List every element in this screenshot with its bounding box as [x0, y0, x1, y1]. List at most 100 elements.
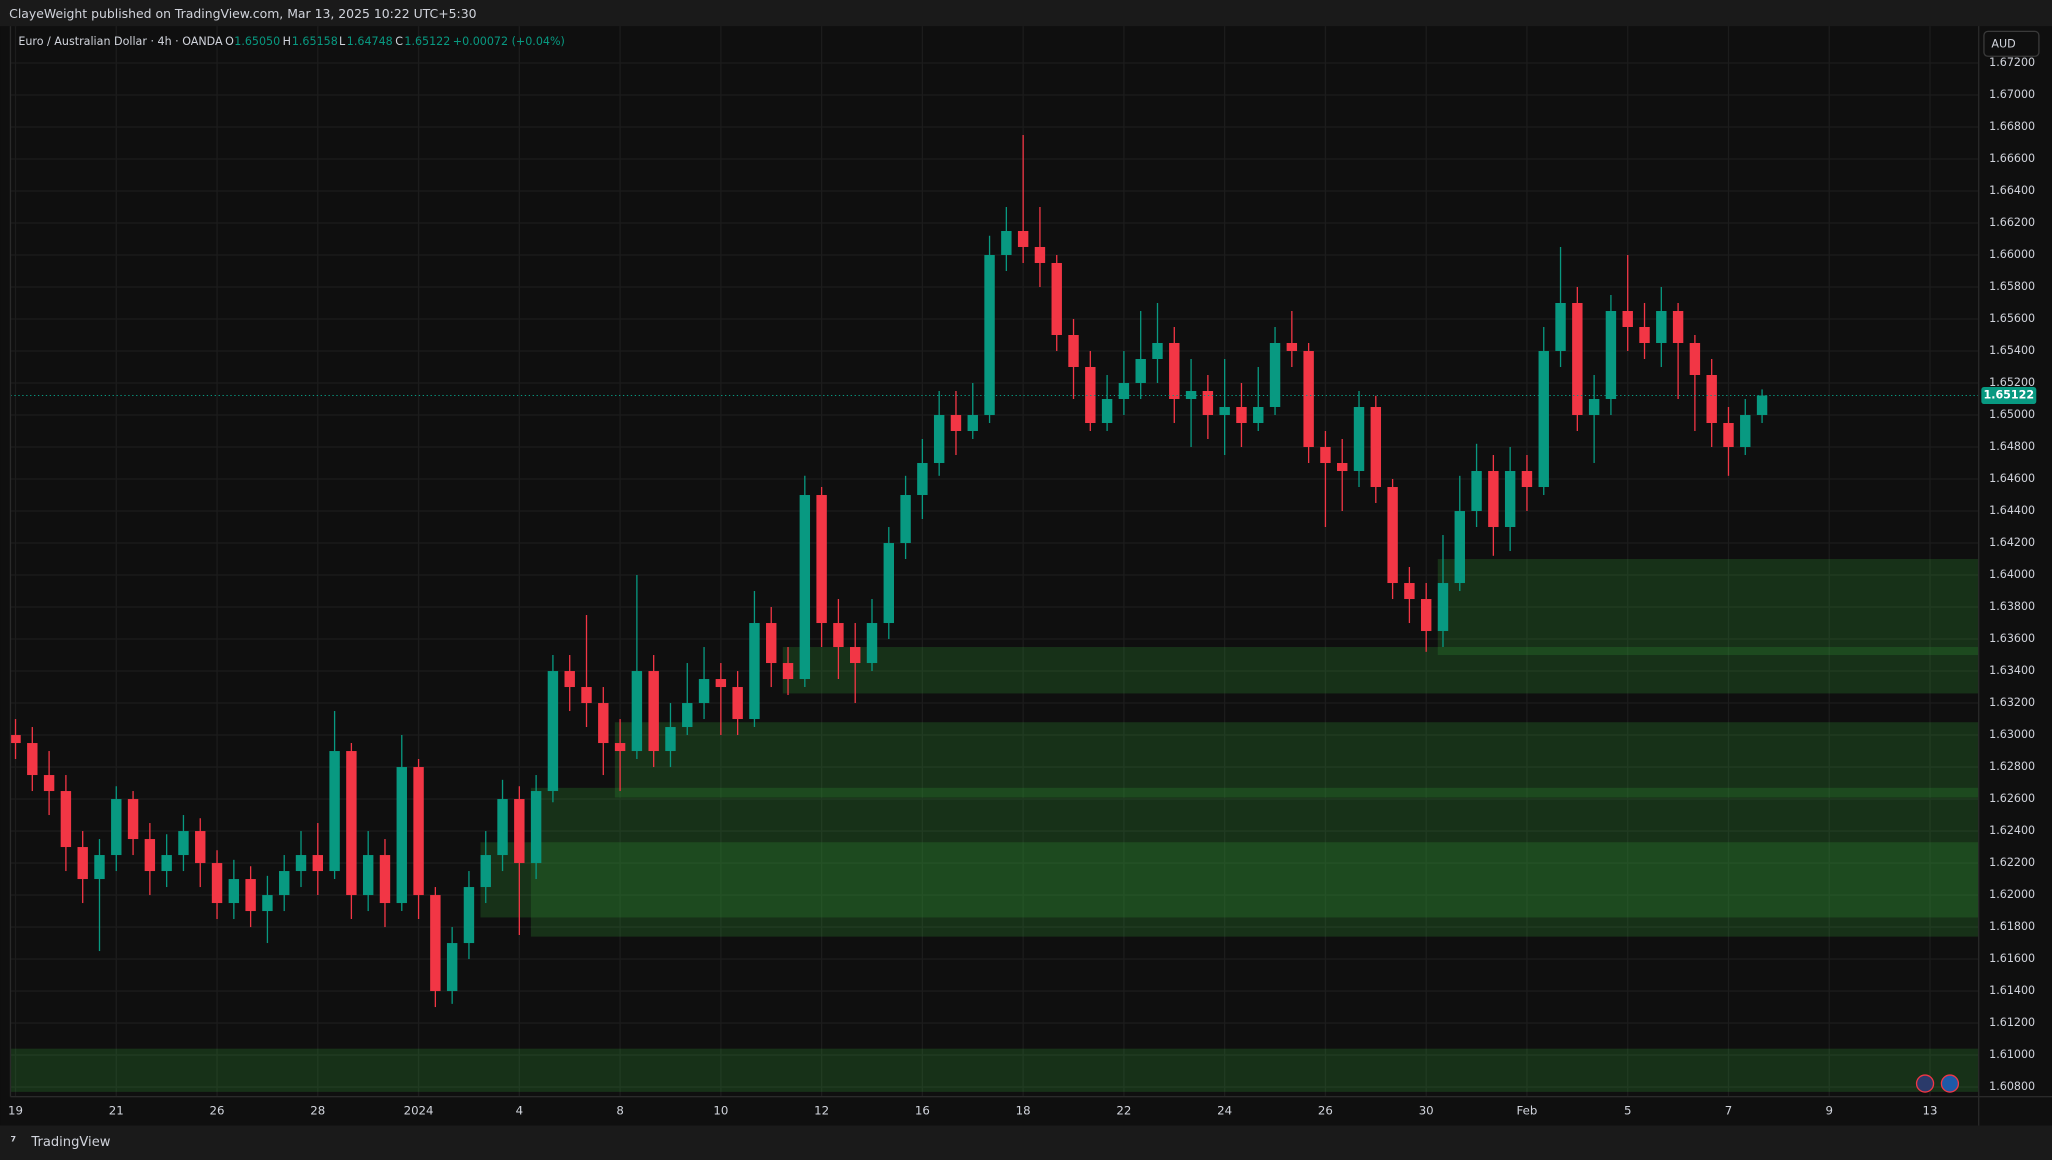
low-label: L — [339, 35, 346, 48]
candle-body — [1152, 342, 1163, 360]
candle-body — [1471, 471, 1482, 512]
candle-body — [413, 767, 424, 896]
candle-body — [1420, 599, 1432, 632]
candle-body — [1387, 487, 1398, 584]
x-tick-label: 12 — [814, 1104, 829, 1118]
candle-body — [1504, 471, 1516, 528]
candle-body — [1219, 407, 1230, 416]
candle-body — [967, 415, 978, 432]
candle-body — [497, 799, 508, 856]
candle-body — [1001, 230, 1012, 255]
y-tick-label: 1.61000 — [1989, 1048, 2035, 1061]
candle-body — [312, 855, 324, 872]
x-tick-label: 21 — [109, 1104, 124, 1118]
candle-body — [782, 663, 794, 680]
candle-body — [262, 895, 273, 912]
y-tick-label: 1.66200 — [1989, 216, 2035, 229]
candle-body — [1689, 342, 1701, 376]
candle-body — [799, 495, 811, 680]
y-tick-label: 1.67000 — [1989, 88, 2035, 101]
currency-button[interactable] — [1983, 30, 2040, 57]
event-icon[interactable] — [1940, 1074, 1960, 1093]
candle-body — [1740, 415, 1751, 448]
y-tick-label: 1.65400 — [1989, 344, 2035, 357]
candle-body — [1706, 375, 1717, 424]
candle-body — [1337, 463, 1348, 472]
y-tick-label: 1.60800 — [1989, 1080, 2035, 1093]
x-tick-label: 18 — [1016, 1104, 1031, 1118]
y-tick-label: 1.64800 — [1989, 440, 2035, 453]
candle-body — [614, 743, 626, 752]
y-tick-label: 1.67200 — [1989, 56, 2035, 69]
candle-body — [816, 495, 827, 624]
zones — [10, 559, 1979, 1092]
demand-zone — [480, 842, 1979, 918]
candle-body — [94, 855, 105, 880]
low-value: 1.64748 — [347, 35, 393, 48]
candle-body — [1236, 407, 1247, 424]
x-tick-label: 22 — [1116, 1104, 1131, 1118]
candle-body — [178, 831, 189, 856]
symbol: Euro / Australian Dollar · 4h · OANDA — [18, 35, 223, 48]
y-tick-label: 1.66800 — [1989, 120, 2035, 133]
candle-body — [1101, 399, 1113, 424]
candle-body — [514, 799, 525, 864]
candle-body — [1320, 447, 1331, 464]
candle-body — [396, 767, 407, 904]
candle-body — [883, 543, 894, 624]
candle-body — [463, 887, 475, 944]
y-tick-label: 1.66000 — [1989, 248, 2035, 261]
candle-body — [1605, 310, 1617, 400]
footer-logo: ⁷ — [10, 1135, 16, 1150]
y-tick-label: 1.61800 — [1989, 920, 2035, 933]
candle-body — [1622, 310, 1633, 327]
change: +0.00072 (+0.04%) — [453, 35, 565, 48]
y-tick-label: 1.63000 — [1989, 728, 2035, 741]
candle-body — [849, 647, 861, 664]
high-value: 1.65158 — [292, 35, 338, 48]
y-tick-label: 1.61600 — [1989, 952, 2035, 965]
y-tick-label: 1.62200 — [1989, 856, 2035, 869]
candle-body — [1672, 310, 1684, 343]
y-tick-label: 1.61400 — [1989, 984, 2035, 997]
candle-body — [530, 791, 542, 864]
candle-body — [1656, 310, 1667, 343]
y-tick-label: 1.64400 — [1989, 504, 2035, 517]
candle-body — [1017, 230, 1029, 247]
candle-body — [1253, 407, 1264, 424]
last-price-label: 1.65122 — [1984, 388, 2035, 401]
last-price-badge — [1981, 386, 2037, 404]
x-tick-label: 24 — [1217, 1104, 1232, 1118]
candle-body — [1572, 302, 1583, 416]
candle-body — [10, 735, 21, 744]
candle-body — [43, 775, 55, 792]
footer-bar — [0, 1125, 2052, 1160]
y-tick-label: 1.64200 — [1989, 536, 2035, 549]
y-tick-label: 1.66400 — [1989, 184, 2035, 197]
axes: 1.67200 1.67000 1.66800 1.66600 1.66400 1.662… — [8, 56, 2037, 1118]
y-tick-label: 1.65600 — [1989, 312, 2035, 325]
currency-label[interactable]: AUD — [1991, 37, 2015, 50]
candle-body — [1370, 407, 1382, 488]
candle-body — [866, 623, 878, 664]
open-label: O — [225, 35, 234, 48]
open-value: 1.65050 — [234, 35, 280, 48]
event-icon[interactable] — [1915, 1074, 1935, 1093]
x-tick-label: 2024 — [404, 1104, 434, 1118]
candle-body — [564, 671, 575, 688]
x-tick-label: 26 — [1318, 1104, 1333, 1118]
candle-body — [1454, 511, 1465, 584]
x-tick-label: 26 — [210, 1104, 225, 1118]
demand-zone — [10, 1048, 1979, 1092]
y-tick-label: 1.65800 — [1989, 280, 2035, 293]
candle-body — [27, 743, 38, 776]
candle-body — [648, 671, 659, 752]
demand-zone — [530, 787, 1979, 937]
demand-zone — [614, 722, 1979, 798]
candle-body — [1135, 359, 1146, 384]
candle-body — [1034, 246, 1046, 263]
candle-body — [1118, 383, 1130, 400]
x-tick-label: 13 — [1923, 1104, 1938, 1118]
